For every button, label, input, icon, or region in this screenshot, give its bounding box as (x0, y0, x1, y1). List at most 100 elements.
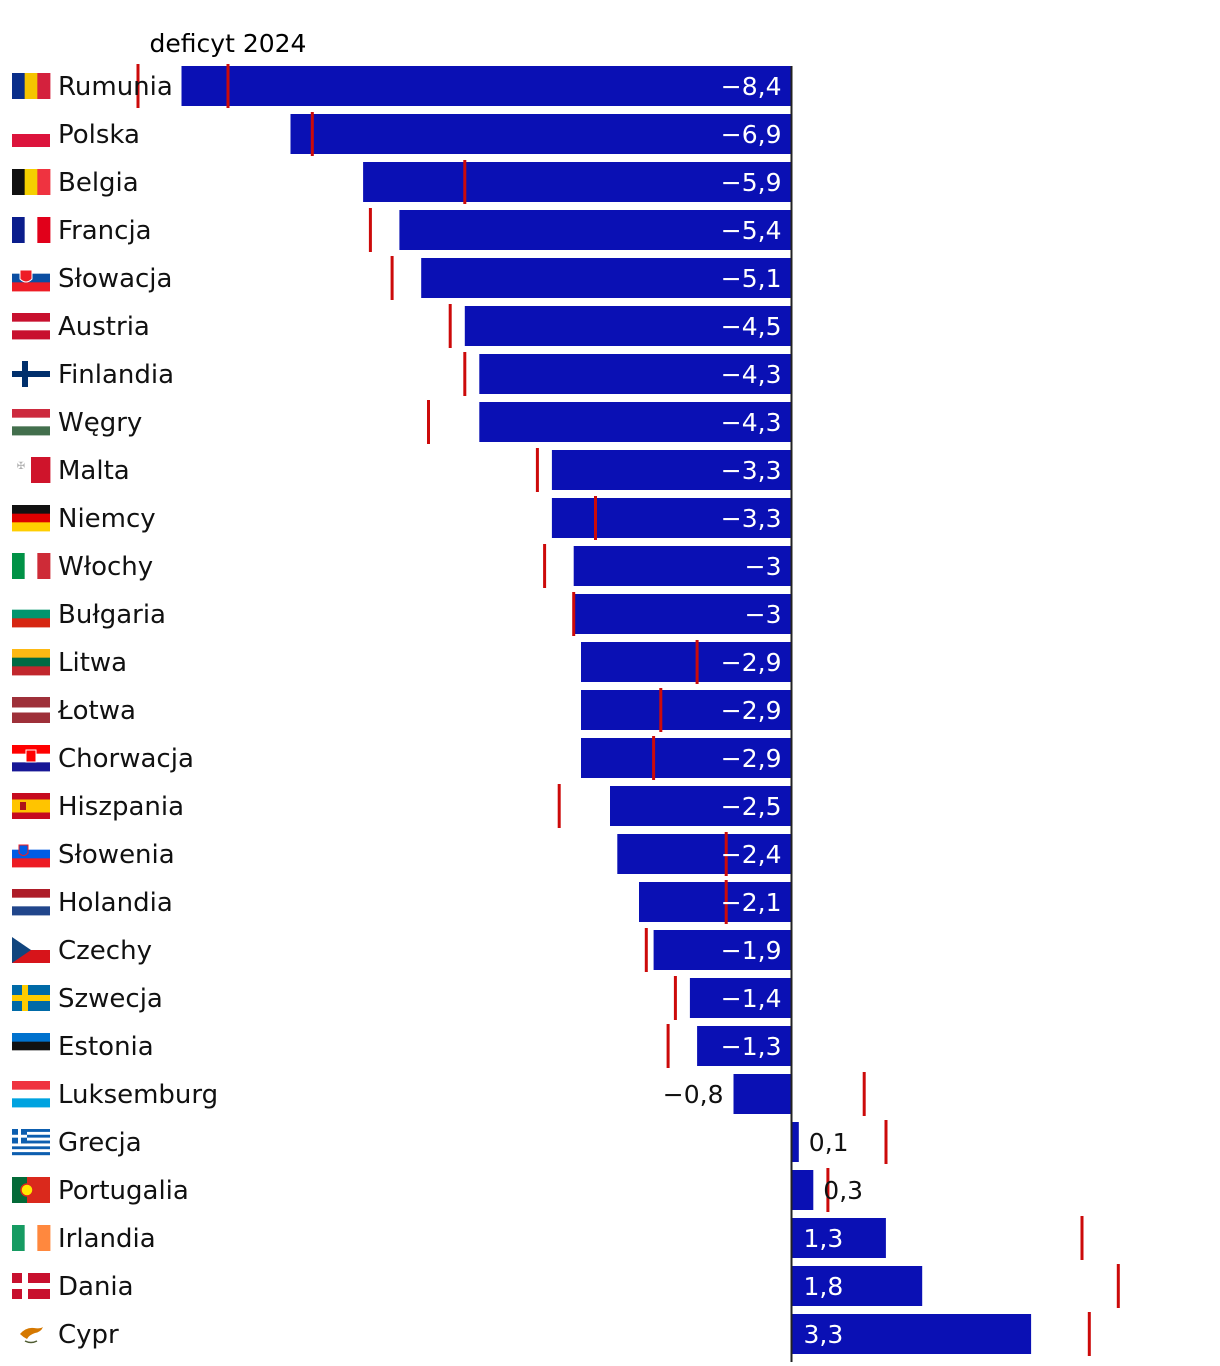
country-label: Dania (58, 1272, 134, 1302)
flag-ee-icon (12, 1033, 50, 1060)
zero-axis-layer (790, 66, 793, 1362)
flag-si-icon (12, 841, 50, 868)
country-label: Francja (58, 216, 152, 246)
flag-stripe (12, 841, 50, 851)
bar (581, 642, 792, 682)
flag-stripe (24, 217, 38, 243)
flag-stripe (12, 618, 50, 628)
flag-stripe (12, 1137, 50, 1141)
flag-stripe (24, 73, 38, 99)
country-label: Finlandia (58, 360, 174, 390)
flag-stripe (24, 1225, 38, 1251)
flag-stripe (12, 1041, 50, 1051)
bar (479, 402, 792, 442)
bar (399, 210, 792, 250)
flag-stripe (12, 1098, 50, 1108)
country-label: Luksemburg (58, 1080, 218, 1110)
bar (791, 1266, 923, 1306)
flag-triangle (12, 937, 31, 963)
value-label: −1,3 (721, 1032, 782, 1061)
flag-stripe (37, 73, 51, 99)
value-label: −1,9 (721, 936, 782, 965)
flag-stripe (12, 1033, 50, 1043)
deficit-2024-marker (463, 160, 467, 204)
deficit-2024-marker (666, 1024, 670, 1068)
flag-stripe (37, 169, 51, 195)
flag-emblem (20, 1183, 34, 1197)
flag-stripe (27, 1177, 50, 1203)
flag-cross-h (12, 995, 50, 1001)
flag-stripe (24, 169, 38, 195)
deficit-2024-marker (543, 544, 547, 588)
flag-stripe (12, 522, 50, 532)
bar (697, 1026, 792, 1066)
flag-stripe (12, 121, 50, 134)
value-label: −2,5 (721, 792, 782, 821)
bar (573, 546, 792, 586)
flag-dk-icon (12, 1273, 50, 1299)
deficit-2024-marker (427, 400, 430, 444)
bar (733, 1074, 792, 1114)
value-labels-layer: −8,4 −6,9 −5,9 −5,4 −5,1 −4,5 −4,3 −4,3 −3,3 −3,3… (663, 72, 863, 1349)
flag-hu-icon (12, 409, 50, 436)
value-label: −4,5 (721, 312, 782, 341)
country-label: Cypr (58, 1320, 119, 1350)
country-label: Niemcy (58, 504, 156, 534)
flag-stripe (12, 1149, 50, 1153)
deficit-2024-marker (310, 112, 314, 156)
country-label: Portugalia (58, 1176, 189, 1206)
value-label: 0,3 (823, 1176, 863, 1205)
legend-deficit-2024-label: deficyt 2024 (150, 29, 307, 58)
flag-pl-icon (12, 121, 50, 147)
flag-olive-branches (24, 1340, 38, 1344)
flag-stripe (12, 762, 50, 772)
bar (581, 690, 792, 730)
flag-stripe (12, 417, 50, 427)
flag-stripe (12, 330, 50, 340)
flag-stripe (12, 505, 50, 515)
flag-emblem (20, 802, 26, 810)
flag-stripe (31, 457, 51, 483)
flag-stripe (12, 1129, 50, 1133)
flag-map (20, 1327, 43, 1339)
flag-mt-icon: ✠ (12, 457, 51, 483)
flag-stripe (12, 426, 50, 436)
flag-stripe (12, 1146, 50, 1150)
deficit-2024-marker (659, 688, 663, 732)
flag-stripe (12, 889, 50, 899)
flag-emblem (19, 269, 33, 283)
flag-lv-icon (12, 697, 50, 723)
country-label: Hiszpania (58, 792, 184, 822)
flag-stripe (12, 1177, 27, 1203)
flag-es-icon (12, 793, 50, 819)
flag-stripe (12, 553, 26, 579)
flag-stripe (12, 1089, 50, 1099)
flag-fi-icon (12, 361, 50, 387)
flag-it-icon (12, 553, 51, 579)
flag-stripe (12, 457, 32, 483)
deficit-2024-marker (695, 640, 699, 684)
flag-canton-cross-h (12, 1134, 27, 1138)
flag-bg-icon (12, 601, 50, 628)
flag-be-icon (12, 169, 51, 195)
flags-layer: ✠ (12, 73, 51, 1347)
deficit-2024-marker (557, 784, 561, 828)
bar (551, 450, 792, 490)
flag-stripe (37, 1225, 51, 1251)
flag-stripe (37, 553, 51, 579)
deficit-2024-marker (390, 256, 394, 300)
flag-ro-icon (12, 73, 51, 99)
bar (617, 834, 792, 874)
value-label: −0,8 (663, 1080, 724, 1109)
deficit-2024-marker (884, 1120, 888, 1164)
deficit-2024-marker (1087, 1312, 1091, 1356)
flag-cross-h (12, 1283, 50, 1289)
deficit-2024-marker (644, 928, 648, 972)
deficit-2024-marker (724, 832, 728, 876)
value-label: −2,4 (721, 840, 782, 869)
country-label: Polska (58, 120, 140, 150)
flag-stripe (24, 553, 38, 579)
flag-cross-emblem: ✠ (17, 461, 25, 472)
flag-emblem (18, 844, 29, 856)
